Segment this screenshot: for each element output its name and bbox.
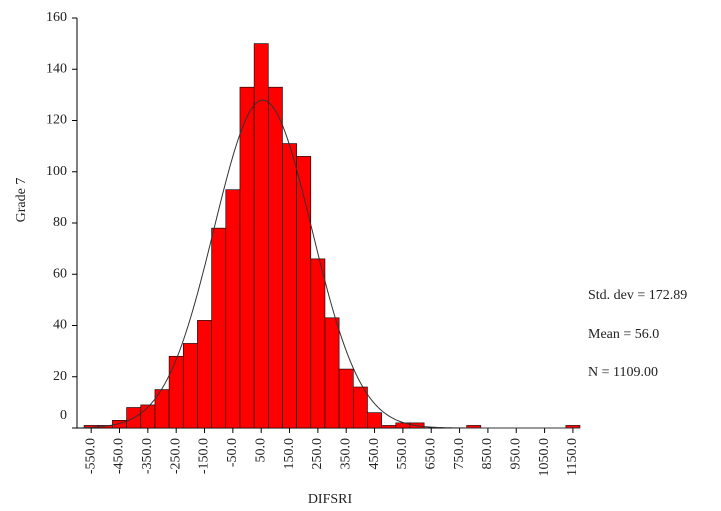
y-tick-label: 40 <box>53 318 67 333</box>
bar <box>239 86 255 429</box>
y-tick-label: 140 <box>46 61 67 76</box>
bar <box>367 412 382 429</box>
y-tick-label: 60 <box>53 266 67 281</box>
bar <box>182 343 198 429</box>
bar <box>154 389 170 429</box>
y-tick-label: 120 <box>46 113 67 128</box>
bar <box>225 189 241 429</box>
x-tick-label: 350.0 <box>338 438 353 470</box>
bar <box>140 404 156 429</box>
bar <box>338 368 354 429</box>
y-tick-label: 20 <box>53 369 67 384</box>
bar <box>211 227 227 429</box>
bar <box>267 86 283 429</box>
x-tick-label: -550.0 <box>83 438 98 474</box>
x-tick-label: -250.0 <box>168 438 183 474</box>
x-tick-label: 50.0 <box>253 438 268 463</box>
stat-std-dev: Std. dev = 172.89 <box>588 288 687 303</box>
x-tick-label: 1150.0 <box>565 438 580 476</box>
x-tick-label: 550.0 <box>395 438 410 470</box>
y-axis-label: Grade 7 <box>14 178 29 223</box>
bar <box>168 355 184 429</box>
x-tick-label: 150.0 <box>282 438 297 470</box>
x-tick-label: 750.0 <box>452 438 467 470</box>
normal-curve <box>84 99 580 429</box>
y-tick-label: 80 <box>53 215 67 230</box>
x-tick-label: 250.0 <box>310 438 325 470</box>
stat-n: N = 1109.00 <box>588 365 658 380</box>
x-tick-label: 1050.0 <box>537 438 552 477</box>
x-tick-label: 450.0 <box>367 438 382 470</box>
y-tick-label: 160 <box>46 10 67 25</box>
x-axis-label: DIFSRI <box>308 492 353 507</box>
bar <box>324 317 340 429</box>
bar <box>310 258 326 429</box>
x-tick-label: -350.0 <box>140 438 155 474</box>
y-tick-label: 0 <box>60 408 67 423</box>
bar <box>282 143 297 429</box>
bar <box>352 386 368 429</box>
x-tick-label: 950.0 <box>508 438 523 470</box>
y-tick-label: 100 <box>46 164 67 179</box>
stat-mean: Mean = 56.0 <box>588 327 659 342</box>
x-tick-label: -450.0 <box>112 438 127 474</box>
x-tick-label: 650.0 <box>423 438 438 470</box>
bar <box>197 320 212 429</box>
x-tick-label: -150.0 <box>197 438 212 474</box>
x-tick-label: -50.0 <box>225 438 240 467</box>
x-tick-label: 850.0 <box>480 438 495 470</box>
bar <box>381 425 397 429</box>
